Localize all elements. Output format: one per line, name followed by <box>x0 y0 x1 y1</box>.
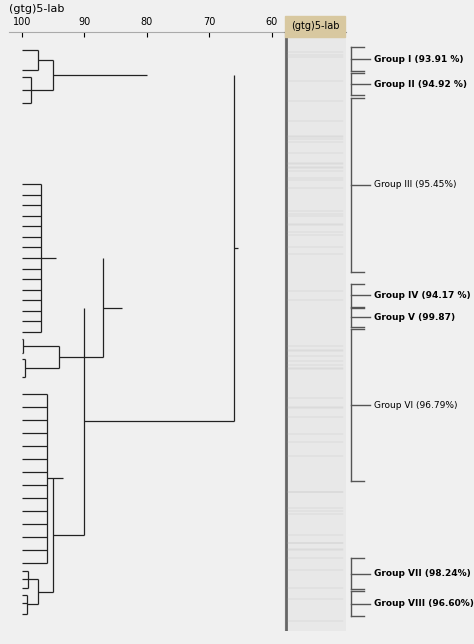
Title: (gtg)5-lab: (gtg)5-lab <box>291 21 339 32</box>
Text: Group III (95.45%): Group III (95.45%) <box>374 180 456 189</box>
Text: Group VII (98.24%): Group VII (98.24%) <box>374 569 471 578</box>
Text: Group I (93.91 %): Group I (93.91 %) <box>374 55 464 64</box>
Text: Group IV (94.17 %): Group IV (94.17 %) <box>374 290 471 299</box>
Text: Group V (99.87): Group V (99.87) <box>374 313 456 322</box>
Text: Group VIII (96.60%): Group VIII (96.60%) <box>374 599 474 608</box>
Text: Group II (94.92 %): Group II (94.92 %) <box>374 79 467 88</box>
Text: (gtg)5-lab: (gtg)5-lab <box>9 4 65 14</box>
Text: Group VI (96.79%): Group VI (96.79%) <box>374 401 458 410</box>
